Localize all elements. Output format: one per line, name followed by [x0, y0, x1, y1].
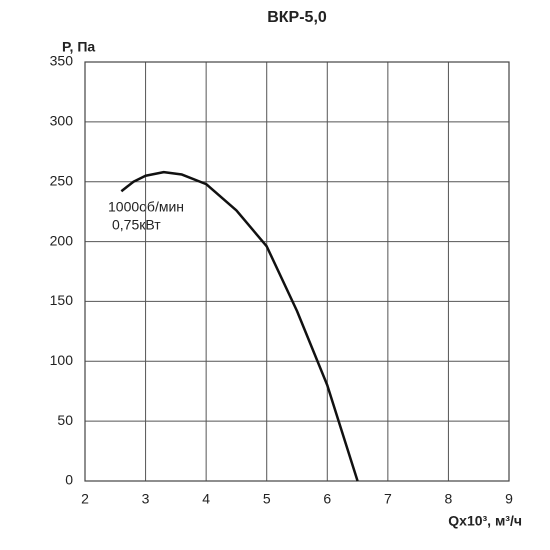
y-tick-label: 0: [65, 472, 73, 488]
y-tick-label: 150: [50, 292, 74, 308]
curve: [120, 170, 359, 482]
x-tick-label: 6: [323, 491, 331, 507]
y-tick-label: 200: [50, 232, 74, 248]
x-tick-label: 2: [81, 491, 89, 507]
y-tick-label: 300: [50, 113, 74, 129]
x-tick-label: 5: [263, 491, 271, 507]
y-tick-label: 100: [50, 352, 74, 368]
y-axis-label: P, Па: [62, 39, 95, 55]
x-tick-label: 7: [384, 491, 392, 507]
x-tick-label: 3: [142, 491, 150, 507]
x-tick-label: 9: [505, 491, 513, 507]
chart-title: ВКР-5,0: [267, 9, 327, 26]
y-tick-label: 350: [50, 53, 74, 69]
annotation: 0,75кВт: [112, 217, 161, 233]
y-tick-label: 50: [57, 412, 73, 428]
x-tick-label: 8: [445, 491, 453, 507]
y-tick-label: 250: [50, 172, 74, 188]
plot-frame: [84, 61, 510, 482]
x-axis-label: Qx10³, м³/ч: [448, 513, 522, 529]
x-tick-label: 4: [202, 491, 210, 507]
